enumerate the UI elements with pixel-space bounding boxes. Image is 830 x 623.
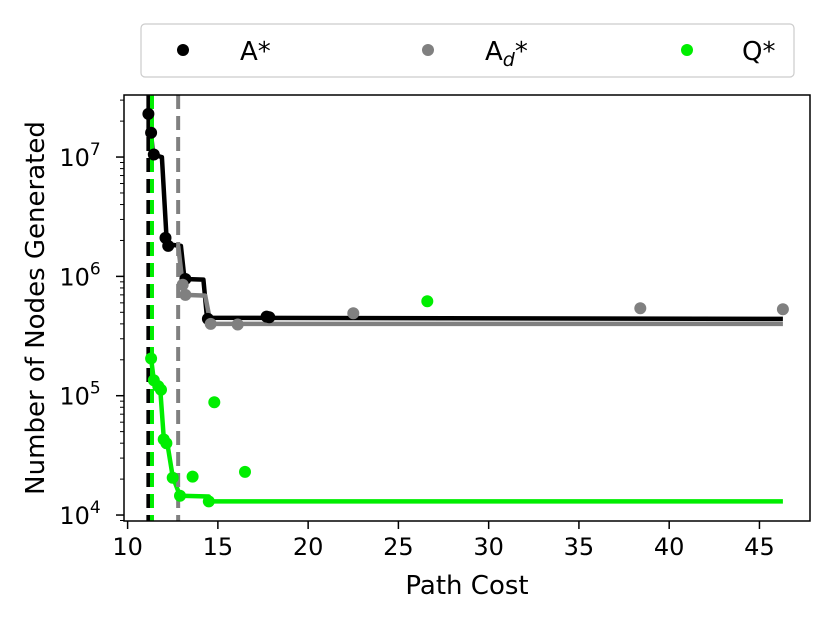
legend-label: A* <box>240 37 271 67</box>
data-point-ad <box>231 318 244 331</box>
x-tick-label: 40 <box>654 533 685 561</box>
data-point-ad <box>179 288 192 301</box>
legend-label: Q* <box>742 37 775 67</box>
data-point-a <box>263 311 276 324</box>
x-tick-label: 45 <box>744 533 775 561</box>
frontier-line-a <box>146 113 783 322</box>
x-axis: 10 15 20 25 30 35 40 45 <box>112 521 775 561</box>
data-point-q <box>155 383 167 396</box>
plot-inner <box>142 95 789 521</box>
data-point-q <box>208 396 221 409</box>
data-point-ad <box>176 278 189 291</box>
y-axis-label: Number of Nodes Generated <box>21 121 51 495</box>
data-point-q <box>160 437 173 450</box>
data-point-q <box>421 295 434 308</box>
x-tick-label: 25 <box>383 533 414 561</box>
y-tick-label: 107 <box>59 140 100 172</box>
frontier-line-q <box>148 358 783 504</box>
legend-marker <box>681 44 693 56</box>
legend: A* Ad* Q* <box>140 23 795 78</box>
y-tick-label: 104 <box>59 498 100 530</box>
data-point-q <box>202 495 215 508</box>
data-point-q <box>174 489 186 502</box>
data-point-a <box>142 107 155 120</box>
x-tick-label: 35 <box>564 533 595 561</box>
legend-marker <box>422 44 434 56</box>
data-point-q <box>239 465 251 478</box>
data-point-a <box>162 239 175 252</box>
legend-label: Ad* <box>485 37 528 71</box>
data-point-a <box>147 148 160 161</box>
x-tick-label: 10 <box>112 533 143 561</box>
y-axis: 104 105 106 107 <box>59 99 124 530</box>
y-tick-label: 106 <box>59 259 100 291</box>
data-point-ad <box>204 317 217 330</box>
x-tick-label: 20 <box>293 533 324 561</box>
legend-marker <box>177 44 189 56</box>
data-point-ad <box>634 302 647 315</box>
plot-frame <box>123 94 811 522</box>
y-tick-label: 105 <box>59 379 100 411</box>
data-point-q <box>166 471 179 484</box>
plot-area <box>142 95 789 521</box>
data-point-ad <box>776 303 789 316</box>
x-axis-label: Path Cost <box>405 571 528 601</box>
data-point-ad <box>347 307 360 320</box>
data-point-q <box>145 352 158 365</box>
x-tick-label: 15 <box>203 533 234 561</box>
data-point-a <box>145 126 158 139</box>
data-point-q <box>186 470 199 483</box>
x-tick-label: 30 <box>473 533 504 561</box>
legend-box <box>140 23 795 78</box>
